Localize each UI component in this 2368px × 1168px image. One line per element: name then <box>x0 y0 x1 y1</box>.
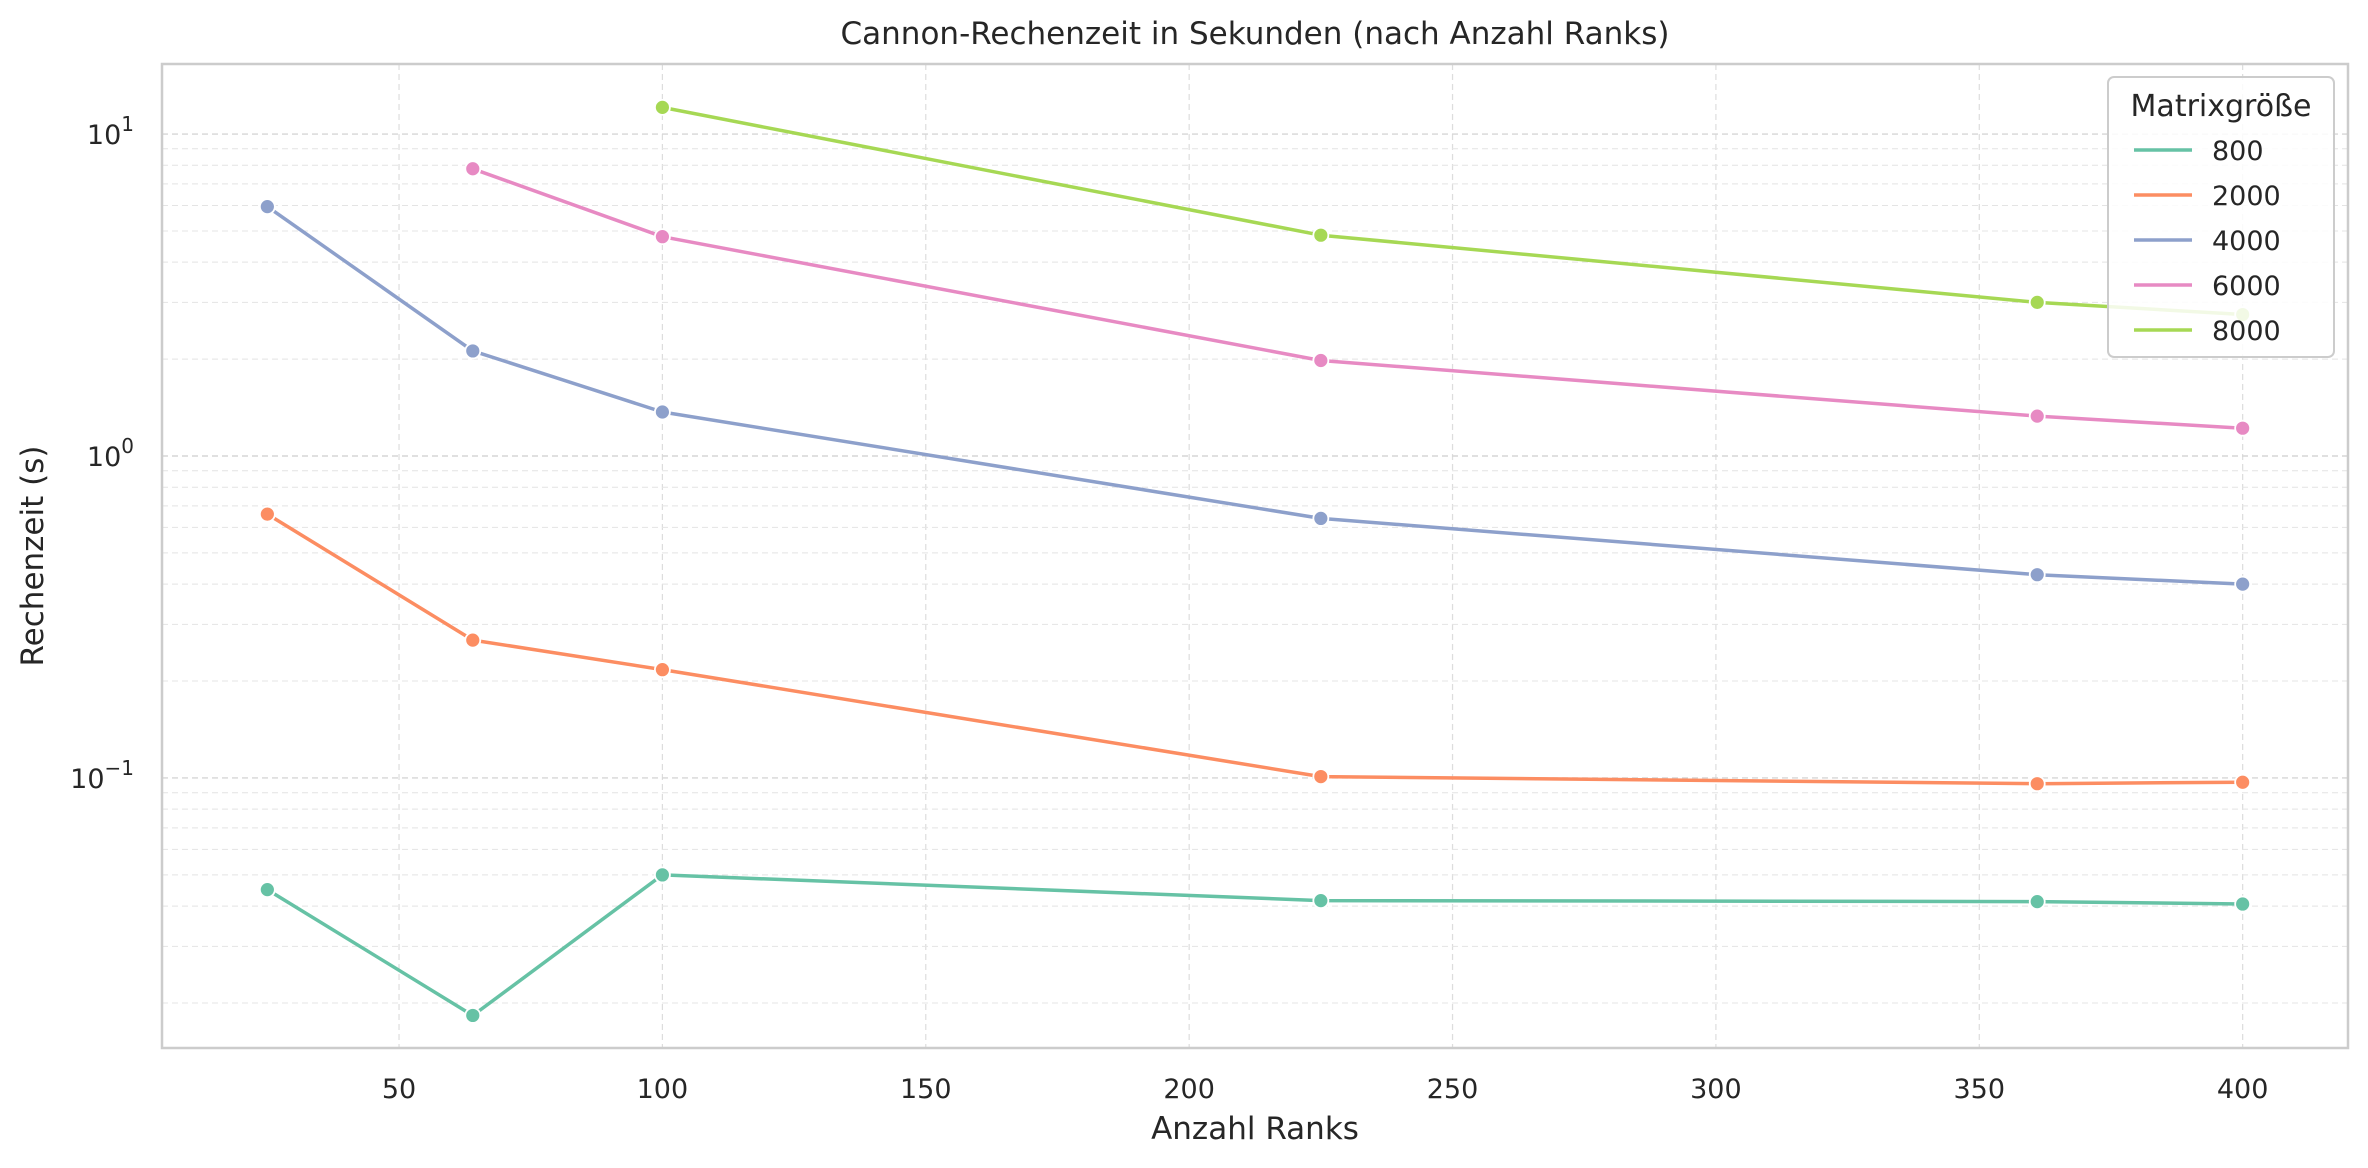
data-point <box>1312 892 1330 910</box>
legend-entry-8000: 8000 <box>2134 316 2281 347</box>
legend-items: 800 2000 4000 6000 8000 <box>2134 136 2281 347</box>
data-point <box>2234 575 2252 593</box>
y-axis-label: Rechenzeit (s) <box>15 446 51 667</box>
y-tick-label: 101 <box>87 112 134 151</box>
legend-entry-4000: 4000 <box>2134 226 2281 257</box>
series-line <box>266 873 2243 1018</box>
x-tick-label: 150 <box>900 1074 952 1105</box>
series-2000 <box>258 505 2252 793</box>
x-tick-label: 200 <box>1163 1074 1215 1105</box>
data-point <box>464 160 482 178</box>
x-axis-label: Anzahl Ranks <box>1151 1111 1359 1147</box>
legend: Matrixgröße 800 2000 4000 6000 8000 <box>2107 76 2335 358</box>
data-point <box>2028 893 2046 911</box>
legend-entry-800: 800 <box>2134 136 2264 167</box>
series-4000 <box>258 198 2252 593</box>
data-point <box>464 342 482 360</box>
data-point <box>654 228 671 246</box>
x-tick-label: 350 <box>1954 1074 2006 1105</box>
x-axis-ticks: 50 100 150 200 250 300 350 400 <box>382 1074 2269 1105</box>
x-tick-label: 250 <box>1427 1074 1479 1105</box>
data-point <box>258 505 276 523</box>
x-tick-label: 300 <box>1690 1074 1742 1105</box>
data-point <box>2234 773 2252 791</box>
y-tick-label: 100 <box>87 434 134 473</box>
data-point <box>1312 352 1330 369</box>
legend-label: 6000 <box>2212 271 2281 302</box>
data-point <box>2234 895 2252 913</box>
legend-box <box>2107 76 2335 358</box>
legend-title: Matrixgröße <box>2131 89 2312 124</box>
series-line <box>266 512 2243 786</box>
data-point <box>654 403 671 421</box>
data-point <box>1312 510 1330 527</box>
data-point <box>464 631 482 649</box>
legend-entry-2000: 2000 <box>2134 181 2281 212</box>
data-point <box>654 98 671 116</box>
data-point <box>464 1007 482 1024</box>
data-point <box>654 866 671 884</box>
data-point <box>1312 768 1330 785</box>
data-point <box>654 661 671 679</box>
legend-label: 2000 <box>2212 181 2281 212</box>
legend-entry-6000: 6000 <box>2134 271 2281 302</box>
plot-area-frame <box>160 62 2350 1050</box>
data-point <box>2028 566 2046 584</box>
data-point <box>1312 226 1330 244</box>
legend-label: 4000 <box>2212 226 2281 257</box>
x-tick-label: 100 <box>637 1074 689 1105</box>
y-axis-ticks: 10−1 100 101 <box>70 112 134 795</box>
x-tick-label: 50 <box>382 1074 416 1105</box>
series-800 <box>258 866 2252 1024</box>
legend-label: 800 <box>2212 136 2264 167</box>
data-point <box>2234 419 2252 437</box>
data-point <box>2028 293 2046 311</box>
grid-lines <box>162 64 2348 1048</box>
legend-label: 8000 <box>2212 316 2281 347</box>
x-tick-label: 400 <box>2217 1074 2269 1105</box>
data-point <box>258 881 276 899</box>
data-point <box>258 198 276 216</box>
chart-title: Cannon-Rechenzeit in Sekunden (nach Anza… <box>841 16 1670 52</box>
data-point <box>2028 407 2046 425</box>
series-line <box>266 205 2243 586</box>
series-6000 <box>464 160 2252 437</box>
data-point <box>2028 775 2046 793</box>
y-tick-label: 10−1 <box>70 756 134 795</box>
